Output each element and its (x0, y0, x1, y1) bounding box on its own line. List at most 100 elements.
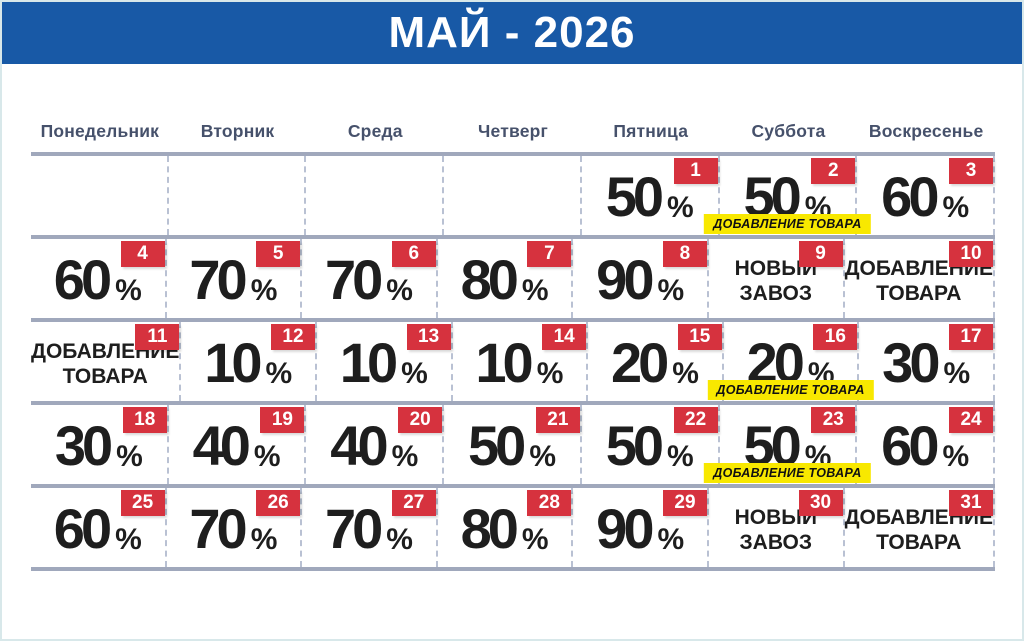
calendar-day-cell: 4 60% (31, 239, 167, 318)
calendar-week-row: 1 50% 2 50% ДОБАВЛЕНИЕ ТОВАРА 3 60% (31, 152, 996, 235)
day-number-badge: 17 (948, 324, 993, 350)
percent-sign: % (536, 357, 564, 391)
day-event-label: НОВЫЙ ЗАВОЗ (734, 257, 817, 305)
weekday-header: Среда (347, 120, 403, 141)
calendar-day-cell: 31 ДОБАВЛЕНИЕ ТОВАРА (845, 488, 995, 567)
discount-number: 60 (53, 496, 112, 560)
calendar-day-cell: 26 70% (167, 488, 303, 567)
percent-sign: % (521, 523, 549, 557)
day-number-badge: 24 (949, 407, 994, 433)
discount-value: 10% (340, 334, 428, 391)
day-number-badge: 28 (527, 490, 572, 516)
discount-value: 90% (596, 496, 684, 560)
discount-number: 30 (882, 330, 940, 394)
discount-number: 90 (596, 496, 654, 560)
day-number-badge: 4 (120, 241, 165, 267)
day-number-badge: 25 (120, 490, 165, 516)
discount-value: 10% (475, 334, 564, 391)
calendar-day-cell (169, 156, 307, 235)
percent-sign: % (265, 357, 293, 391)
calendar-day-cell (306, 156, 445, 235)
calendar-day-cell (444, 156, 582, 235)
day-number-badge: 11 (135, 324, 180, 350)
weekday-header: Понедельник (40, 120, 160, 141)
calendar-day-cell: 7 80% (438, 239, 574, 318)
weekday-header: Пятница (613, 120, 689, 141)
day-number-badge: 29 (662, 490, 707, 516)
day-number-badge: 27 (391, 490, 436, 516)
discount-value: 40% (330, 413, 419, 477)
percent-sign: % (250, 523, 278, 557)
calendar-day-cell: 27 70% (302, 488, 438, 567)
percent-sign: % (391, 440, 419, 474)
day-number-badge: 9 (798, 241, 843, 267)
day-number-badge: 1 (673, 158, 718, 184)
discount-number: 30 (54, 413, 113, 477)
discount-value: 30% (54, 413, 143, 477)
calendar-day-cell: 14 10% (453, 322, 589, 401)
percent-sign: % (942, 440, 970, 474)
calendar-day-cell: 23 50% ДОБАВЛЕНИЕ ТОВАРА (704, 405, 871, 484)
discount-value: 60% (53, 247, 142, 311)
day-number-badge: 20 (398, 407, 443, 433)
discount-value: 20% (610, 330, 699, 394)
day-number-badge: 18 (122, 407, 167, 433)
percent-sign: % (253, 440, 281, 474)
day-number-badge: 19 (260, 407, 305, 433)
percent-sign: % (657, 274, 685, 308)
calendar-day-cell: 1 50% (582, 156, 720, 235)
percent-sign: % (942, 191, 970, 225)
day-number-badge: 16 (813, 324, 858, 350)
calendar-day-cell: 13 10% (317, 322, 453, 401)
day-number-badge: 5 (256, 241, 301, 267)
calendar-grid: 1 50% 2 50% ДОБАВЛЕНИЕ ТОВАРА 3 60% 4 60… (31, 152, 996, 571)
discount-number: 70 (189, 247, 247, 311)
calendar-day-cell (31, 156, 169, 235)
product-addition-tag: ДОБАВЛЕНИЕ ТОВАРА (704, 214, 871, 234)
day-number-badge: 21 (535, 407, 580, 433)
discount-number: 80 (460, 496, 519, 560)
discount-value: 50% (606, 417, 694, 473)
calendar-day-cell: 6 70% (302, 239, 438, 318)
percent-sign: % (672, 357, 699, 391)
calendar-day-cell: 25 60% (31, 488, 167, 567)
percent-sign: % (943, 357, 971, 391)
calendar-day-cell: 18 30% (31, 405, 169, 484)
calendar-day-cell: 15 20% (588, 322, 724, 401)
discount-number: 60 (881, 413, 939, 477)
month-title: МАЙ - 2026 (388, 8, 636, 57)
percent-sign: % (521, 274, 549, 308)
calendar-day-cell: 22 50% (582, 405, 720, 484)
discount-number: 50 (605, 164, 664, 228)
calendar-day-cell: 28 80% (438, 488, 574, 567)
calendar-day-cell: 21 50% (444, 405, 582, 484)
discount-number: 40 (330, 413, 388, 477)
day-number-badge: 6 (391, 241, 436, 267)
day-number-badge: 26 (256, 490, 301, 516)
calendar-day-cell: 5 70% (167, 239, 303, 318)
day-number-badge: 15 (677, 324, 722, 350)
discount-value: 10% (204, 334, 293, 391)
day-number-badge: 10 (948, 241, 993, 267)
discount-value: 70% (325, 500, 413, 557)
day-number-badge: 3 (949, 158, 994, 184)
percent-sign: % (401, 357, 428, 391)
percent-sign: % (250, 274, 278, 308)
calendar-day-cell: 9 НОВЫЙ ЗАВОЗ (709, 239, 845, 318)
percent-sign: % (115, 523, 142, 557)
weekday-header: Воскресенье (868, 120, 984, 141)
discount-value: 70% (325, 251, 413, 307)
discount-number: 20 (610, 330, 669, 394)
percent-sign: % (386, 523, 413, 557)
calendar-day-cell: 29 90% (573, 488, 709, 567)
weekday-header-row: Понедельник Вторник Среда Четверг Пятница Суб… (31, 114, 995, 148)
percent-sign: % (116, 440, 143, 474)
discount-number: 90 (596, 247, 654, 311)
calendar-day-cell: 30 НОВЫЙ ЗАВОЗ (709, 488, 845, 567)
calendar-day-cell: 11 ДОБАВЛЕНИЕ ТОВАРА (31, 322, 182, 401)
day-event-label: НОВЫЙ ЗАВОЗ (734, 506, 817, 554)
discount-number: 60 (53, 247, 112, 311)
discount-number: 60 (881, 164, 939, 228)
discount-value: 70% (189, 500, 278, 557)
